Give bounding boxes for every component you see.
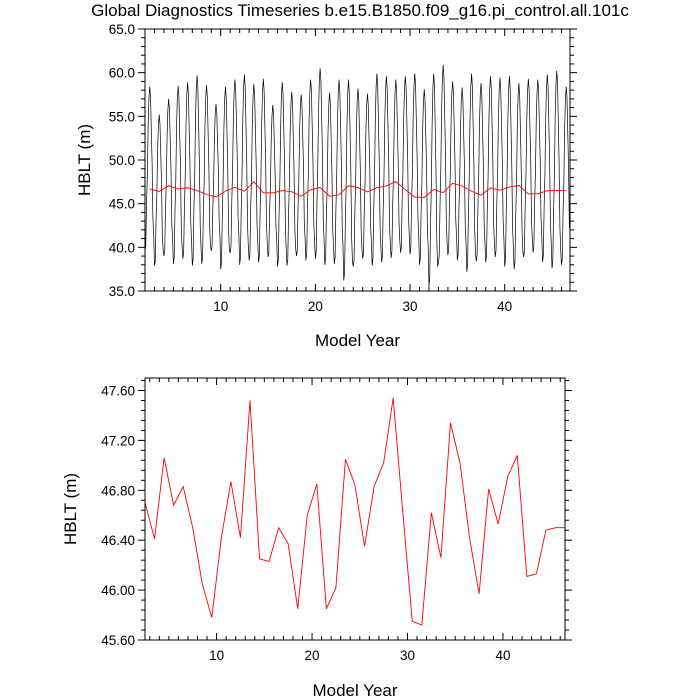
bottom-annual-mean-line	[145, 397, 565, 626]
bottom-y-tick-label: 46.00	[101, 583, 135, 598]
top-annual-mean-line	[149, 180, 567, 198]
top-y-tick-label: 45.0	[109, 197, 135, 212]
bottom-panel: 10 20 30 40 45.60 46.00 46.40 46.80 47.20 47.60 M…	[61, 377, 572, 700]
top-x-tick-label: 10	[213, 299, 228, 314]
top-x-tick-label: 30	[403, 299, 418, 314]
top-y-tick-label: 40.0	[109, 240, 135, 255]
top-y-axis-label: HBLT (m)	[75, 124, 94, 196]
figure-title: Global Diagnostics Timeseries b.e15.B185…	[91, 1, 629, 20]
bottom-y-tick-label: 46.80	[101, 483, 135, 498]
bottom-x-tick-label: 10	[209, 648, 224, 663]
top-y-tick-label: 50.0	[109, 153, 135, 168]
bottom-y-tick-label: 46.40	[101, 533, 135, 548]
top-y-tick-label: 60.0	[109, 66, 135, 81]
bottom-y-axis-label: HBLT (m)	[61, 473, 80, 545]
top-x-axis-label: Model Year	[315, 331, 400, 350]
bottom-x-tick-label: 30	[400, 648, 415, 663]
top-x-tick-label: 20	[308, 299, 323, 314]
top-panel: 10 20 30 40 35.0 40.0 45.0 50.0 55.0 60.0 65.0 Mod…	[75, 22, 577, 350]
bottom-y-tick-label: 47.20	[101, 433, 135, 448]
top-y-tick-label: 55.0	[109, 109, 135, 124]
bottom-plot-frame	[144, 377, 566, 641]
top-monthly-line	[145, 64, 570, 287]
top-y-tick-label: 65.0	[109, 22, 135, 37]
bottom-x-tick-label: 20	[305, 648, 320, 663]
bottom-x-axis-label: Model Year	[312, 681, 397, 700]
bottom-y-tick-label: 45.60	[101, 633, 135, 648]
top-x-tick-label: 40	[497, 299, 512, 314]
top-y-tick-label: 35.0	[109, 284, 135, 299]
bottom-x-tick-label: 40	[495, 648, 510, 663]
bottom-y-tick-label: 47.60	[101, 383, 135, 398]
